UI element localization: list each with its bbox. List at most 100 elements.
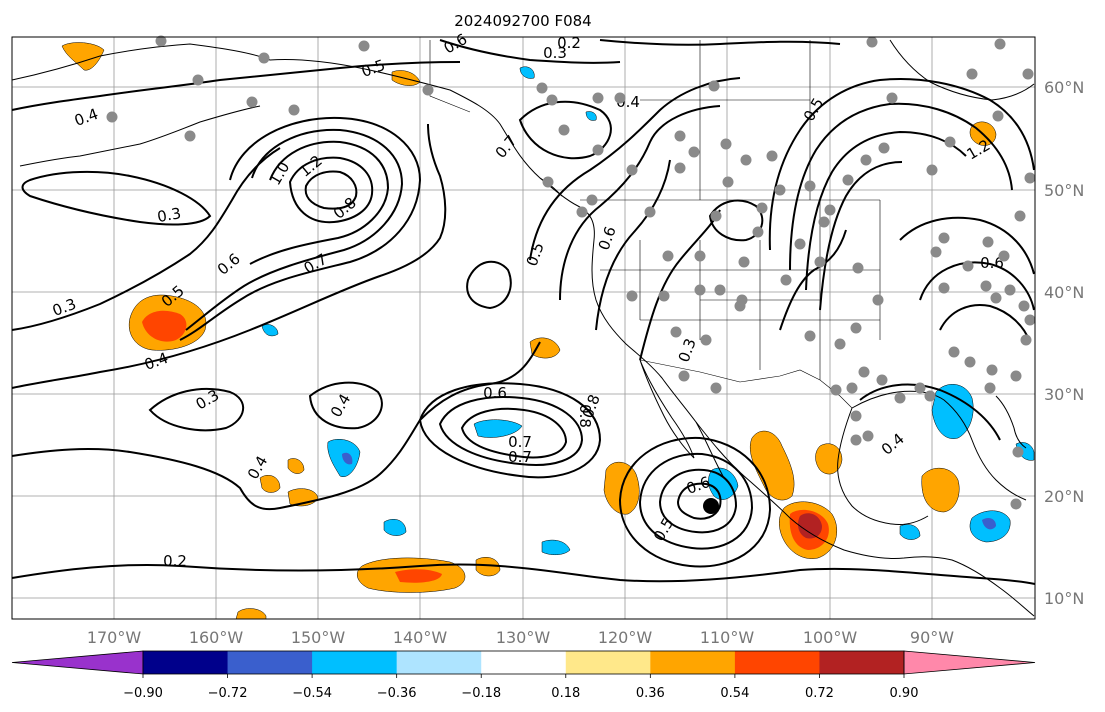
shade-blue-g [383,519,407,536]
station-marker [614,92,626,104]
contour-label: 0.3 [156,204,183,226]
station-marker [626,164,638,176]
shade-navy-b [982,518,996,530]
station-marker [1004,284,1016,296]
shade-blue-k [519,66,535,79]
contour-0-3-loop [148,387,244,432]
station-marker [858,366,870,378]
colorbar-segment [565,651,651,674]
station-marker [710,210,722,222]
border-states-b [600,269,880,321]
border-alaska [429,40,471,113]
station-marker [740,154,752,166]
station-marker [714,284,726,296]
station-marker [1010,498,1022,510]
coast-florida [995,395,1027,449]
contour-trough-4 [819,161,903,311]
station-marker [106,111,118,123]
coastlines [11,39,1035,617]
contour-mid-3 [460,407,568,459]
station-marker [824,204,836,216]
station-marker [756,202,768,214]
contour-label: 0.2 [557,34,581,52]
station-marker [422,84,434,96]
station-marker [674,162,686,174]
colorbar-tick-label: 0.72 [805,686,834,701]
station-marker [694,250,706,262]
station-marker [592,144,604,156]
lat-tick-label: 60°N [1044,78,1084,97]
colorbar-segment [312,651,398,674]
contour-cyclone-4 [676,482,722,520]
station-marker [780,274,792,286]
colorbar-min-extension [11,650,144,675]
station-marker [964,356,976,368]
station-marker [192,74,204,86]
station-marker [986,364,998,376]
station-marker [184,130,196,142]
border-canada-prov [640,40,811,200]
contour-east-1 [859,383,1001,441]
contour-label: 0.7 [508,433,532,451]
station-marker [1024,314,1036,326]
station-marker [246,96,258,108]
station-markers [106,35,1036,510]
contour-north-4 [708,199,764,242]
colorbar-tick-label: −0.72 [208,686,248,701]
contour-0-4-loop [308,381,383,430]
colorbar-tick-label: −0.18 [461,686,501,701]
coast-mexico-west [695,421,1035,617]
station-marker [872,294,884,306]
contour-north-5 [466,260,512,310]
station-marker [358,40,370,52]
station-marker [984,382,996,394]
station-marker [542,176,554,188]
station-marker [288,104,300,116]
station-marker [794,238,806,250]
station-marker [938,282,950,294]
station-marker [644,206,656,218]
lat-tick-label: 40°N [1044,283,1084,302]
contour-east-4 [939,304,1031,343]
station-marker [992,110,1004,122]
station-marker [546,94,558,106]
lon-tick-label: 140°W [393,628,448,647]
storm-center-marker [703,498,719,514]
colorbar-segment [481,651,567,674]
shade-orange-d [749,430,795,501]
station-marker [980,280,992,292]
contour-lines [11,39,1036,585]
lon-tick-label: 160°W [189,628,244,647]
coast-alaska [11,43,563,197]
station-marker [850,322,862,334]
shade-blue-a [931,384,974,439]
contour-label: 0.6 [980,254,1004,272]
shade-blue-h [899,524,921,540]
contour-trough-1 [768,77,1035,251]
station-marker [998,250,1010,262]
station-marker [990,292,1002,304]
coast-aleutians [19,105,261,167]
station-marker [700,334,712,346]
colorbar-segment [396,651,482,674]
station-marker [688,146,700,158]
shade-orange-j [815,443,843,475]
station-marker [944,136,956,148]
station-marker [1010,370,1022,382]
station-marker [720,138,732,150]
contour-low-4 [288,156,374,224]
station-marker [852,262,864,274]
contour-east-2 [899,216,1035,275]
colorbar-tick-label: 0.36 [636,686,665,701]
station-marker [155,35,167,47]
shade-blue-f [541,539,571,555]
contour-mid-1 [418,382,602,479]
contour-0-3-southwest [11,341,541,511]
station-marker [1018,300,1030,312]
lon-tick-label: 100°W [803,628,858,647]
contour-low-1 [179,116,422,341]
station-marker [850,434,862,446]
latitude-labels: 60°N 50°N 40°N 30°N 20°N 10°N [1044,78,1084,608]
shade-darkred-c [798,513,822,539]
